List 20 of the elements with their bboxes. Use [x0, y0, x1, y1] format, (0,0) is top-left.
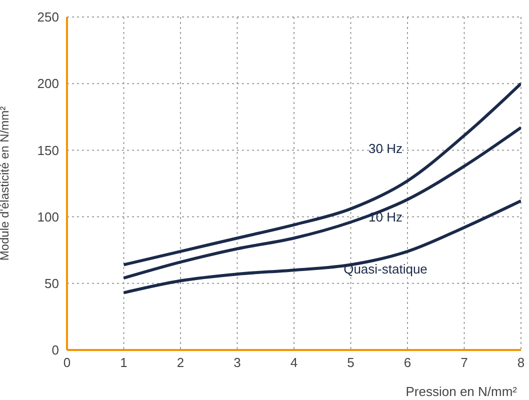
- y-tick-label: 200: [37, 76, 59, 92]
- x-tick-label: 1: [120, 355, 128, 370]
- series-label: 30 Hz: [368, 140, 402, 156]
- y-tick-label: 150: [37, 142, 59, 158]
- x-tick-label: 4: [290, 355, 298, 370]
- x-tick-label: 6: [404, 355, 412, 370]
- x-tick-label: 0: [63, 355, 71, 370]
- x-tick-label: 8: [517, 355, 525, 370]
- x-axis-title: Pression en N/mm²: [406, 384, 518, 399]
- y-tick-label: 100: [37, 209, 59, 224]
- line-series: [122, 199, 521, 294]
- y-tick-label: 50: [44, 276, 59, 292]
- x-tick-label: 2: [176, 355, 184, 370]
- y-tick-label: 250: [37, 10, 59, 25]
- x-tick-label: 5: [347, 355, 354, 370]
- series-label: Quasi-statique: [344, 261, 428, 276]
- line-series: [122, 126, 521, 280]
- x-tick-label: 7: [460, 355, 468, 370]
- y-tick-label: 0: [52, 342, 59, 358]
- x-tick-label: 3: [234, 355, 241, 370]
